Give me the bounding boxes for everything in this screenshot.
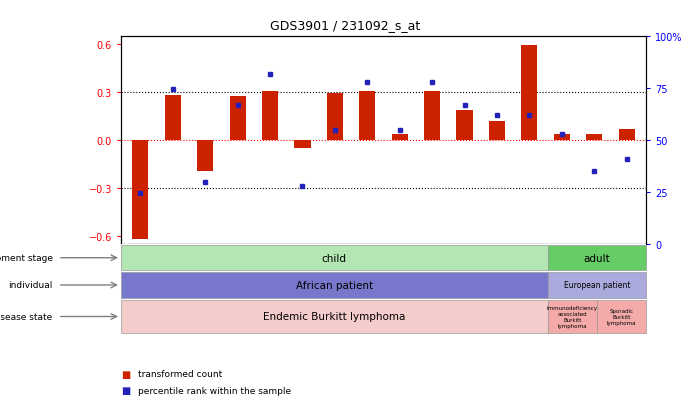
Bar: [121, 246, 547, 271]
Text: adult: adult: [583, 253, 610, 263]
Text: Sporadic
Burkitt
lymphoma: Sporadic Burkitt lymphoma: [607, 309, 636, 325]
Text: Endemic Burkitt lymphoma: Endemic Burkitt lymphoma: [263, 312, 406, 322]
Bar: [547, 246, 646, 271]
Text: disease state: disease state: [0, 312, 53, 321]
Bar: [327, 94, 343, 141]
Bar: [197, 141, 214, 171]
Bar: [547, 273, 646, 298]
Text: development stage: development stage: [0, 254, 53, 263]
Bar: [586, 135, 603, 141]
Text: transformed count: transformed count: [138, 369, 223, 378]
Text: ■: ■: [121, 369, 130, 379]
Bar: [121, 300, 547, 333]
Bar: [489, 122, 505, 141]
Text: individual: individual: [8, 281, 53, 290]
Bar: [262, 92, 278, 141]
Bar: [424, 92, 440, 141]
Bar: [359, 92, 375, 141]
Bar: [618, 130, 635, 141]
Bar: [392, 135, 408, 141]
Bar: [164, 95, 181, 141]
Bar: [229, 97, 246, 141]
Text: ■: ■: [121, 385, 130, 395]
Bar: [132, 141, 149, 240]
Bar: [294, 141, 310, 149]
Bar: [553, 135, 570, 141]
Text: child: child: [322, 253, 347, 263]
Text: GDS3901 / 231092_s_at: GDS3901 / 231092_s_at: [270, 19, 421, 31]
Bar: [457, 111, 473, 141]
Bar: [597, 300, 646, 333]
Bar: [547, 300, 597, 333]
Bar: [121, 273, 547, 298]
Text: African patient: African patient: [296, 280, 373, 290]
Text: percentile rank within the sample: percentile rank within the sample: [138, 386, 292, 395]
Bar: [521, 46, 538, 141]
Text: Immunodeficiency
associated
Burkitt
lymphoma: Immunodeficiency associated Burkitt lymp…: [547, 306, 598, 328]
Text: European patient: European patient: [564, 281, 630, 290]
